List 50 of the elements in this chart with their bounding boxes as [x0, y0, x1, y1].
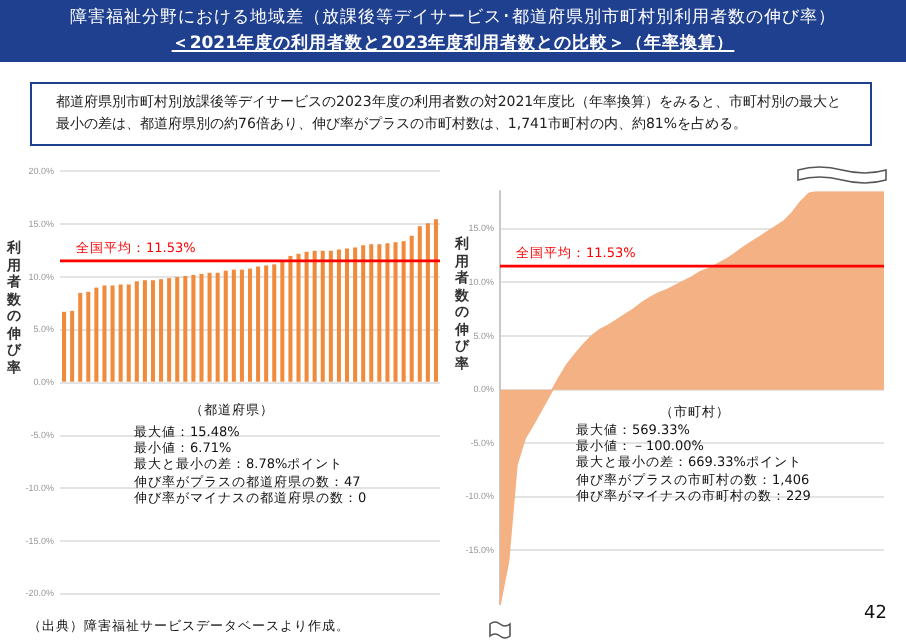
bar: [328, 250, 333, 382]
bar: [247, 268, 253, 382]
chart-subtitle: ＜2021年度の利用者数と2023年度利用者数との比較＞（年率換算）: [169, 32, 737, 58]
bar: [256, 266, 261, 382]
bar: [312, 250, 317, 382]
bar: [215, 272, 220, 382]
bar: [134, 281, 139, 382]
bar: [142, 280, 147, 382]
bar: [272, 264, 277, 382]
bar: [94, 287, 99, 382]
bar: [126, 284, 131, 382]
bar: [86, 291, 91, 382]
chart-title: 障害福祉分野における地域差（放課後等デイサービス･都道府県別市町村別利用者数の伸び率）: [68, 6, 838, 32]
bar: [183, 275, 188, 382]
bar: [345, 248, 350, 382]
bar: [336, 249, 341, 382]
bar: [280, 260, 285, 382]
bar: [207, 272, 212, 382]
bar: [102, 285, 107, 382]
text: 42: [864, 604, 887, 626]
bar: [62, 311, 67, 382]
bar: [425, 223, 430, 382]
bar: [417, 226, 422, 382]
bar: [175, 277, 180, 382]
bar: [361, 245, 366, 382]
bar: [353, 247, 358, 382]
bar: [199, 273, 204, 382]
bar: [78, 292, 83, 382]
bar: [159, 279, 164, 382]
bar: [401, 241, 406, 382]
bar: [296, 253, 301, 382]
bar: [223, 270, 228, 382]
bar: [191, 274, 196, 382]
bar: [167, 278, 172, 382]
bar: [239, 269, 244, 382]
bar: [393, 242, 398, 382]
bar: [264, 265, 269, 382]
bar: [320, 250, 325, 382]
bar: [110, 285, 115, 382]
bar: [409, 235, 414, 382]
bar: [304, 251, 309, 382]
bar: [385, 243, 390, 382]
bar: [150, 280, 155, 382]
bar: [369, 244, 374, 382]
bar: [118, 284, 123, 382]
bar: [288, 255, 293, 382]
bar: [433, 219, 438, 382]
bar: [231, 269, 236, 382]
bar: [377, 244, 382, 382]
bar: [70, 310, 75, 382]
